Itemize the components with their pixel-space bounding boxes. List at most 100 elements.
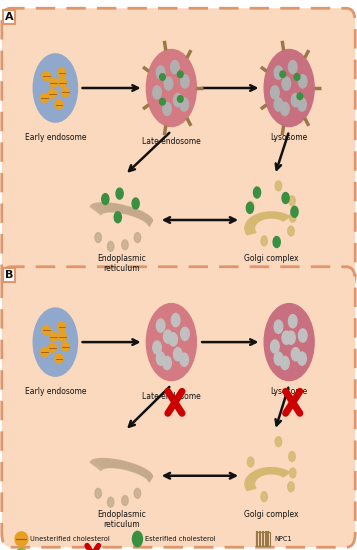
Circle shape [274, 320, 283, 333]
Circle shape [153, 341, 161, 354]
Circle shape [146, 50, 196, 127]
Text: Early endosome: Early endosome [25, 133, 86, 142]
Ellipse shape [177, 96, 183, 102]
Circle shape [287, 331, 295, 344]
Circle shape [181, 75, 189, 88]
Circle shape [281, 102, 289, 116]
Circle shape [134, 233, 141, 243]
Circle shape [122, 496, 128, 505]
Circle shape [289, 452, 295, 461]
Circle shape [180, 98, 188, 111]
Circle shape [290, 468, 296, 478]
Ellipse shape [61, 342, 69, 351]
Circle shape [181, 327, 189, 340]
Circle shape [163, 356, 171, 370]
Ellipse shape [41, 348, 49, 357]
Circle shape [274, 66, 283, 79]
Circle shape [132, 198, 139, 209]
Circle shape [153, 86, 161, 99]
Text: Golgi complex: Golgi complex [244, 510, 298, 519]
FancyBboxPatch shape [2, 267, 355, 547]
Text: Unesterified cholesterol: Unesterified cholesterol [30, 536, 110, 542]
Circle shape [171, 60, 179, 74]
Circle shape [261, 492, 267, 502]
Ellipse shape [160, 74, 165, 80]
Circle shape [289, 196, 295, 206]
Circle shape [169, 333, 177, 346]
Ellipse shape [15, 532, 28, 546]
Circle shape [291, 206, 298, 217]
Circle shape [261, 236, 267, 246]
Text: A: A [5, 12, 13, 21]
Circle shape [107, 241, 114, 251]
Ellipse shape [42, 71, 50, 81]
Circle shape [291, 94, 300, 107]
Circle shape [246, 202, 253, 213]
Ellipse shape [49, 343, 56, 353]
Circle shape [298, 75, 307, 88]
Text: NPC1: NPC1 [274, 536, 292, 542]
FancyBboxPatch shape [2, 8, 355, 289]
Circle shape [247, 201, 254, 211]
Circle shape [156, 66, 165, 79]
Circle shape [282, 192, 289, 204]
Circle shape [132, 531, 142, 547]
Circle shape [174, 94, 182, 107]
Circle shape [298, 329, 307, 342]
Text: Endoplasmic
reticulum: Endoplasmic reticulum [97, 510, 146, 529]
Ellipse shape [58, 322, 66, 331]
Circle shape [275, 181, 282, 191]
Circle shape [174, 348, 182, 361]
Circle shape [288, 315, 297, 328]
Circle shape [95, 488, 101, 498]
Circle shape [275, 437, 282, 447]
Text: Esterified cholesterol: Esterified cholesterol [145, 536, 216, 542]
Ellipse shape [177, 71, 183, 78]
Ellipse shape [280, 71, 286, 78]
Circle shape [33, 308, 77, 376]
Circle shape [114, 212, 121, 223]
Circle shape [116, 188, 123, 199]
Text: B: B [5, 270, 13, 280]
Circle shape [298, 352, 306, 365]
Circle shape [180, 353, 188, 366]
Circle shape [107, 497, 114, 507]
Text: Golgi complex: Golgi complex [244, 254, 298, 263]
Circle shape [290, 212, 296, 222]
Ellipse shape [41, 93, 49, 103]
Circle shape [271, 86, 279, 99]
Circle shape [102, 194, 109, 205]
Circle shape [247, 457, 254, 467]
Ellipse shape [297, 93, 303, 100]
Circle shape [134, 488, 141, 498]
Ellipse shape [160, 98, 165, 105]
Text: Late endosome: Late endosome [142, 392, 201, 400]
Circle shape [288, 226, 294, 236]
Circle shape [164, 77, 173, 90]
Circle shape [288, 482, 294, 492]
Ellipse shape [58, 68, 66, 78]
Circle shape [95, 233, 101, 243]
Ellipse shape [49, 89, 56, 98]
Circle shape [298, 98, 306, 111]
Circle shape [291, 348, 300, 361]
Circle shape [264, 304, 314, 381]
Circle shape [274, 352, 283, 365]
Ellipse shape [50, 78, 57, 87]
Ellipse shape [59, 78, 66, 87]
Circle shape [281, 356, 289, 370]
Ellipse shape [55, 354, 63, 364]
Circle shape [282, 77, 291, 90]
Ellipse shape [294, 74, 300, 80]
Circle shape [146, 304, 196, 381]
Circle shape [164, 330, 172, 343]
Ellipse shape [61, 87, 69, 97]
Circle shape [253, 187, 261, 198]
Circle shape [264, 50, 314, 127]
Circle shape [171, 314, 180, 327]
Ellipse shape [42, 325, 50, 334]
Ellipse shape [55, 100, 63, 109]
Circle shape [156, 319, 165, 332]
Circle shape [33, 54, 77, 122]
Text: Lysosome: Lysosome [271, 133, 308, 142]
